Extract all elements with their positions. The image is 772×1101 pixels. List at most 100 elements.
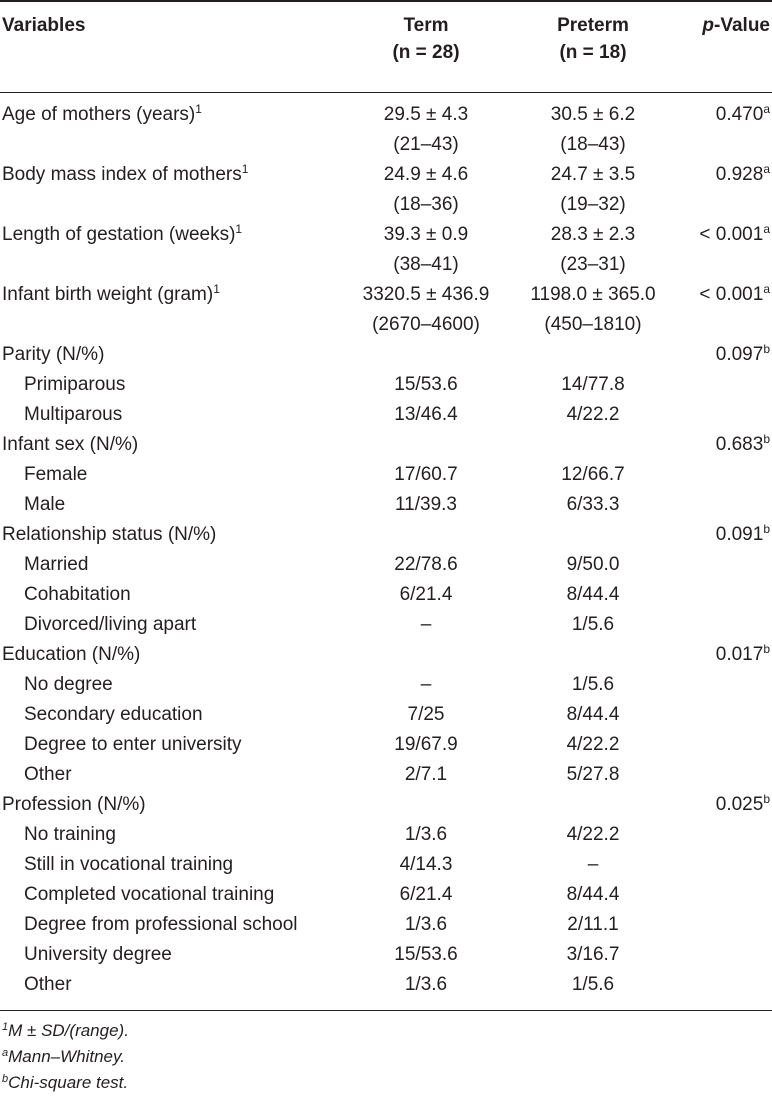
preterm-value: 30.5 ± 6.2 (18–43) [515, 100, 671, 160]
p-value-footnote-mark: a [763, 222, 770, 236]
row-label: Cohabitation [24, 580, 131, 610]
preterm-value: 4/22.2 [515, 730, 671, 760]
row-label: Length of gestation (weeks)1 [2, 220, 242, 250]
preterm-value: 14/77.8 [515, 370, 671, 400]
table-header: Variables Term (n = 28) Preterm (n = 18)… [0, 12, 772, 82]
footnote-1-text: M ± SD/(range). [8, 1021, 129, 1040]
preterm-value: 4/22.2 [515, 820, 671, 850]
row-label-text: Divorced/living apart [24, 614, 197, 635]
preterm-value: 12/66.7 [515, 460, 671, 490]
p-value-footnote-mark: b [763, 642, 770, 656]
term-value-text: 6/21.4 [399, 884, 453, 905]
term-value-text: 11/39.3 [395, 494, 457, 515]
preterm-value: 2/11.1 [515, 910, 671, 940]
row-label-text: Secondary education [24, 704, 203, 725]
preterm-value-text: 1/5.6 [571, 974, 615, 995]
term-value: 22/78.6 [346, 550, 506, 580]
row-label: University degree [24, 940, 172, 970]
table-row: Cohabitation 6/21.4 8/44.4 [0, 578, 772, 608]
term-value-text: 1/3.6 [404, 914, 448, 935]
preterm-range-text: (19–32) [560, 194, 626, 215]
term-range-text: (2670–4600) [372, 314, 480, 335]
preterm-value-text: 8/44.4 [566, 704, 620, 725]
p-value: 0.097b [672, 340, 770, 370]
term-value: 1/3.6 [346, 820, 506, 850]
row-label: Age of mothers (years)1 [2, 100, 202, 130]
table-row: Divorced/living apart – 1/5.6 [0, 608, 772, 638]
table-row: Parity (N/%) 0.097b [0, 338, 772, 368]
term-value-text: 3320.5 ± 436.9 [362, 284, 490, 305]
row-label-footnote-mark: 1 [241, 162, 249, 176]
row-label: Degree to enter university [24, 730, 242, 760]
preterm-value: 1198.0 ± 365.0 (450–1810) [515, 280, 671, 340]
row-label-text: Length of gestation (weeks) [2, 224, 236, 245]
term-value-text: 1/3.6 [404, 974, 448, 995]
footnote-a: aMann–Whitney. [2, 1044, 129, 1070]
row-label: Infant sex (N/%) [2, 430, 138, 460]
table-row: Multiparous 13/46.4 4/22.2 [0, 398, 772, 428]
preterm-value: 8/44.4 [515, 580, 671, 610]
row-label: Primiparous [24, 370, 125, 400]
row-label-text: Married [24, 554, 89, 575]
table-row: Relationship status (N/%) 0.091b [0, 518, 772, 548]
table-row: Other 1/3.6 1/5.6 [0, 968, 772, 998]
term-value: – [346, 610, 506, 640]
p-value-text: < 0.001 [699, 284, 764, 305]
table-row: No degree – 1/5.6 [0, 668, 772, 698]
preterm-value: 4/22.2 [515, 400, 671, 430]
p-value-text: 0.928 [715, 164, 764, 185]
row-label-footnote-mark: 1 [195, 102, 202, 116]
preterm-value-text: 28.3 ± 2.3 [550, 224, 636, 245]
table-row: Secondary education 7/25 8/44.4 [0, 698, 772, 728]
term-value-text: 29.5 ± 4.3 [383, 104, 469, 125]
term-value-text: 6/21.4 [399, 584, 453, 605]
row-label: Profession (N/%) [2, 790, 146, 820]
p-value-text: 0.470 [715, 104, 764, 125]
table-row: Degree from professional school 1/3.6 2/11… [0, 908, 772, 938]
table-row: Married 22/78.6 9/50.0 [0, 548, 772, 578]
header-term-n: (n = 28) [392, 42, 460, 63]
row-label: Other [24, 760, 72, 790]
preterm-value-text: 4/22.2 [566, 734, 620, 755]
term-value-text: 13/46.4 [394, 404, 458, 425]
table-row: Infant birth weight (gram)1 3320.5 ± 436.… [0, 278, 772, 338]
footnote-b-mark: b [2, 1073, 9, 1085]
term-value-text: 24.9 ± 4.6 [383, 164, 469, 185]
row-label-text: Other [24, 974, 72, 995]
preterm-range-text: (23–31) [560, 254, 626, 275]
term-value: 29.5 ± 4.3 (21–43) [346, 100, 506, 160]
term-value-text: 15/53.6 [394, 374, 458, 395]
preterm-value-text: – [587, 854, 599, 875]
row-label: Still in vocational training [24, 850, 233, 880]
header-p-value: p-Value [672, 12, 770, 39]
term-value-text: 1/3.6 [404, 824, 448, 845]
term-value-text: 7/25 [407, 704, 445, 725]
table-row: Degree to enter university 19/67.9 4/22.2 [0, 728, 772, 758]
table-row: Female 17/60.7 12/66.7 [0, 458, 772, 488]
header-rule [0, 92, 772, 93]
row-label-text: Body mass index of mothers [2, 164, 242, 185]
row-label-text: Profession (N/%) [2, 794, 146, 815]
row-label: Relationship status (N/%) [2, 520, 216, 550]
footnote-a-text: Mann–Whitney. [8, 1047, 125, 1066]
term-value: 1/3.6 [346, 970, 506, 1000]
row-label-text: No training [24, 824, 116, 845]
p-value-text: 0.683 [715, 434, 764, 455]
row-label-text: Other [24, 764, 72, 785]
row-label-footnote-mark: 1 [213, 282, 220, 296]
term-value-text: 2/7.1 [404, 764, 448, 785]
table-row: Age of mothers (years)1 29.5 ± 4.3 (21–43)… [0, 98, 772, 158]
preterm-value: 5/27.8 [515, 760, 671, 790]
table-row: Length of gestation (weeks)1 39.3 ± 0.9 (3… [0, 218, 772, 278]
term-value: 3320.5 ± 436.9 (2670–4600) [346, 280, 506, 340]
p-value-footnote-mark: a [763, 162, 770, 176]
header-p-italic: p [702, 15, 715, 36]
row-label-footnote-mark: 1 [235, 222, 243, 236]
preterm-value-text: 1/5.6 [571, 614, 615, 635]
row-label-text: Cohabitation [24, 584, 131, 605]
preterm-range-text: (450–1810) [544, 314, 642, 335]
p-value-text: 0.097 [715, 344, 764, 365]
p-value-footnote-mark: a [763, 102, 770, 116]
row-label: Infant birth weight (gram)1 [2, 280, 220, 310]
row-label: Other [24, 970, 72, 1000]
